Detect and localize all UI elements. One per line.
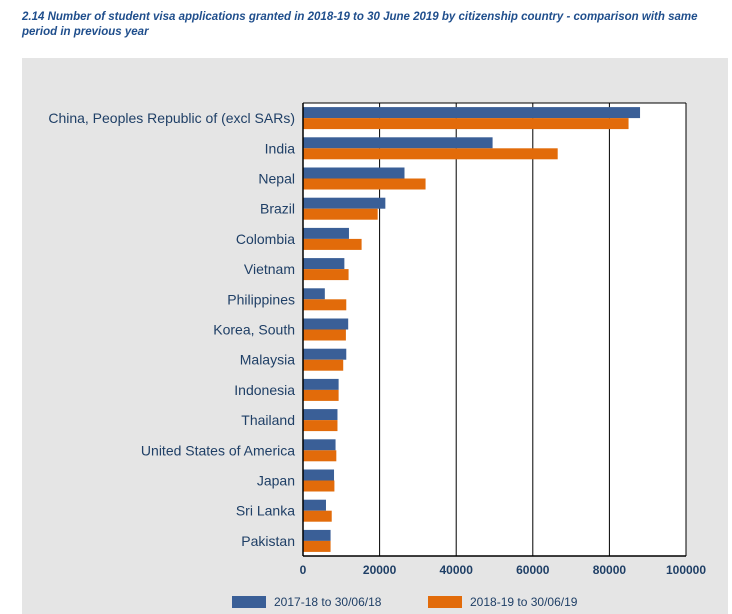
- legend-swatch-2017-18: [232, 596, 266, 608]
- bar-korea-south-series-2: [303, 329, 346, 341]
- bar-philippines-series-2: [303, 299, 347, 311]
- category-label-india: India: [265, 140, 296, 156]
- bar-vietnam-series-2: [303, 269, 349, 281]
- bar-china-peoples-republic-of-excl-sars-series-2: [303, 118, 629, 130]
- category-label-colombia: Colombia: [236, 231, 295, 247]
- legend-label-2017-18: 2017-18 to 30/06/18: [274, 595, 382, 609]
- x-tick-label-80000: 80000: [593, 563, 627, 577]
- category-label-brazil: Brazil: [260, 201, 295, 217]
- category-label-thailand: Thailand: [241, 412, 295, 428]
- category-label-united-states-of-america: United States of America: [141, 442, 295, 458]
- bar-japan-series-1: [303, 469, 335, 481]
- bar-brazil-series-2: [303, 208, 378, 220]
- x-tick-label-40000: 40000: [440, 563, 474, 577]
- category-label-korea-south: Korea, South: [213, 322, 295, 338]
- legend-item-2017-18: 2017-18 to 30/06/18: [232, 595, 381, 609]
- legend-swatch-2018-19: [428, 596, 462, 608]
- bar-united-states-of-america-series-1: [303, 439, 336, 451]
- bar-brazil-series-1: [303, 197, 386, 209]
- legend-label-2018-19: 2018-19 to 30/06/19: [470, 595, 578, 609]
- category-label-japan: Japan: [257, 473, 295, 489]
- category-label-philippines: Philippines: [227, 291, 295, 307]
- category-label-indonesia: Indonesia: [234, 382, 295, 398]
- bar-indonesia-series-1: [303, 378, 339, 390]
- bar-united-states-of-america-series-2: [303, 450, 337, 462]
- x-tick-label-60000: 60000: [516, 563, 550, 577]
- bar-korea-south-series-1: [303, 318, 349, 330]
- bar-philippines-series-1: [303, 288, 325, 300]
- category-label-malaysia: Malaysia: [240, 352, 295, 368]
- bar-pakistan-series-1: [303, 529, 331, 541]
- bar-colombia-series-2: [303, 238, 362, 250]
- bar-china-peoples-republic-of-excl-sars-series-1: [303, 107, 641, 119]
- bar-india-series-2: [303, 148, 558, 160]
- category-label-china-peoples-republic-of-excl-sars: China, Peoples Republic of (excl SARs): [48, 110, 295, 126]
- x-tick-label-0: 0: [300, 563, 307, 577]
- bar-nepal-series-1: [303, 167, 405, 179]
- bar-japan-series-2: [303, 480, 335, 492]
- category-label-sri-lanka: Sri Lanka: [236, 503, 295, 519]
- bar-india-series-1: [303, 137, 493, 149]
- chart-title: 2.14 Number of student visa applications…: [22, 11, 698, 38]
- bar-indonesia-series-2: [303, 389, 339, 401]
- category-label-vietnam: Vietnam: [244, 261, 295, 277]
- category-label-nepal: Nepal: [258, 171, 295, 187]
- bar-malaysia-series-1: [303, 348, 347, 360]
- bar-sri-lanka-series-2: [303, 510, 332, 522]
- legend-item-2018-19: 2018-19 to 30/06/19: [428, 595, 577, 609]
- bar-malaysia-series-2: [303, 359, 344, 371]
- category-label-pakistan: Pakistan: [241, 533, 295, 549]
- bar-thailand-series-2: [303, 420, 338, 432]
- bar-colombia-series-1: [303, 227, 349, 239]
- bar-thailand-series-1: [303, 409, 338, 421]
- bar-pakistan-series-2: [303, 540, 331, 552]
- bar-sri-lanka-series-1: [303, 499, 326, 511]
- bar-nepal-series-2: [303, 178, 426, 190]
- bar-vietnam-series-1: [303, 258, 345, 270]
- x-tick-label-100000: 100000: [666, 563, 706, 577]
- x-tick-label-20000: 20000: [363, 563, 397, 577]
